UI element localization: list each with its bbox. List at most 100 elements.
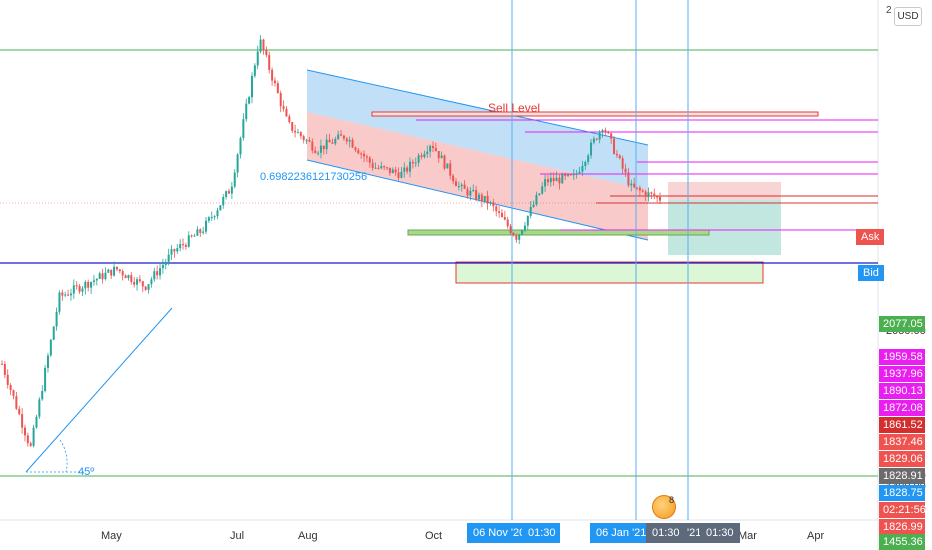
candle-body — [368, 157, 371, 163]
time-tag-nov-time: 01:30 — [522, 523, 560, 543]
candle-body — [187, 235, 190, 247]
candle-body — [575, 173, 578, 175]
candle-body — [409, 161, 412, 172]
candle-body — [578, 171, 581, 174]
position-target-zone[interactable] — [668, 200, 781, 255]
candle-body — [633, 183, 636, 188]
candle-body — [239, 138, 242, 155]
candle-body — [121, 271, 124, 276]
candle-body — [400, 171, 403, 178]
candle-body — [179, 244, 182, 249]
candle-body — [351, 139, 354, 148]
candle-body — [391, 169, 394, 174]
candle-body — [610, 133, 613, 139]
candle-body — [523, 225, 526, 231]
candle-body — [426, 151, 429, 154]
trend-line[interactable] — [25, 307, 173, 473]
price-tag: 1837.46 — [879, 433, 925, 450]
candle-body — [84, 281, 87, 289]
candle-body — [630, 183, 633, 186]
candle-body — [253, 65, 256, 76]
support-bar-rect[interactable] — [407, 229, 710, 236]
candle-body — [64, 294, 67, 296]
candle-body — [319, 145, 322, 153]
time-label-aug: Aug — [298, 530, 318, 542]
candle-body — [650, 192, 653, 194]
candle-body — [288, 116, 291, 123]
candle-body — [213, 216, 216, 218]
candle-body — [15, 396, 18, 409]
candle-body — [285, 108, 288, 117]
candle-body — [521, 230, 524, 235]
candle-body — [604, 130, 607, 133]
candle-body — [647, 192, 650, 197]
demand-zone-rect[interactable] — [455, 261, 764, 284]
candle-body — [411, 161, 414, 164]
angle-label: 45º — [78, 466, 95, 478]
candle-body — [173, 249, 176, 252]
candle-body — [383, 166, 386, 168]
candle-body — [357, 150, 360, 154]
time-label-oct: Oct — [425, 530, 443, 542]
candle-body — [526, 215, 529, 226]
candle-body — [601, 130, 604, 132]
sell-level-rect[interactable] — [371, 111, 819, 117]
candle-body — [144, 286, 147, 290]
candle-body — [388, 167, 391, 174]
candle-body — [463, 184, 466, 189]
candle-body — [495, 206, 498, 212]
time-label-apr: Apr — [807, 530, 825, 542]
candle-body — [592, 138, 595, 143]
candle-body — [113, 266, 116, 276]
candle-body — [334, 139, 337, 144]
candle-body — [305, 140, 308, 142]
candle-body — [130, 275, 133, 282]
candle-body — [432, 145, 435, 148]
candle-body — [555, 177, 558, 182]
candle-body — [460, 184, 463, 187]
candle-body — [72, 285, 75, 294]
candle-body — [250, 75, 253, 98]
indicator-badge-icon[interactable] — [652, 495, 676, 519]
candle-body — [273, 80, 276, 84]
candle-body — [627, 172, 630, 186]
candle-body — [414, 162, 417, 164]
candle-body — [296, 132, 299, 134]
candle-body — [1, 363, 3, 365]
candle-body — [348, 139, 351, 142]
candle-body — [276, 83, 279, 94]
time-tag-nov-date: 06 Nov '20 — [467, 523, 525, 543]
candlestick-series — [1, 35, 661, 448]
candle-body — [202, 231, 205, 233]
candle-body — [147, 284, 150, 290]
candle-body — [644, 191, 647, 197]
candle-body — [469, 190, 472, 196]
candle-body — [509, 226, 512, 233]
currency-button[interactable]: USD — [894, 7, 922, 26]
candle-body — [21, 414, 24, 428]
candle-body — [133, 281, 136, 285]
candle-body — [486, 195, 489, 204]
channel-upper-fill — [307, 70, 648, 190]
candle-body — [159, 268, 162, 276]
candle-body — [44, 367, 47, 391]
candle-body — [75, 285, 78, 287]
candle-body — [69, 293, 72, 296]
candle-body — [222, 196, 225, 206]
candle-body — [58, 292, 61, 312]
candle-body — [52, 326, 55, 340]
candle-body — [420, 155, 423, 158]
axis-corner-label: 2 — [886, 5, 892, 16]
candle-body — [613, 138, 616, 154]
candle-body — [457, 186, 460, 188]
candle-body — [322, 145, 325, 150]
price-tag: 1826.99 — [879, 518, 925, 535]
candle-body — [529, 206, 532, 216]
candle-body — [429, 145, 432, 152]
candle-body — [167, 254, 170, 262]
candle-body — [3, 363, 6, 375]
candle-body — [503, 217, 506, 220]
position-stop-zone[interactable] — [668, 182, 781, 200]
candle-body — [354, 147, 357, 151]
